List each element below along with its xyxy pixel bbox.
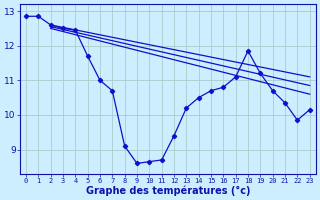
X-axis label: Graphe des températures (°c): Graphe des températures (°c) bbox=[85, 185, 250, 196]
